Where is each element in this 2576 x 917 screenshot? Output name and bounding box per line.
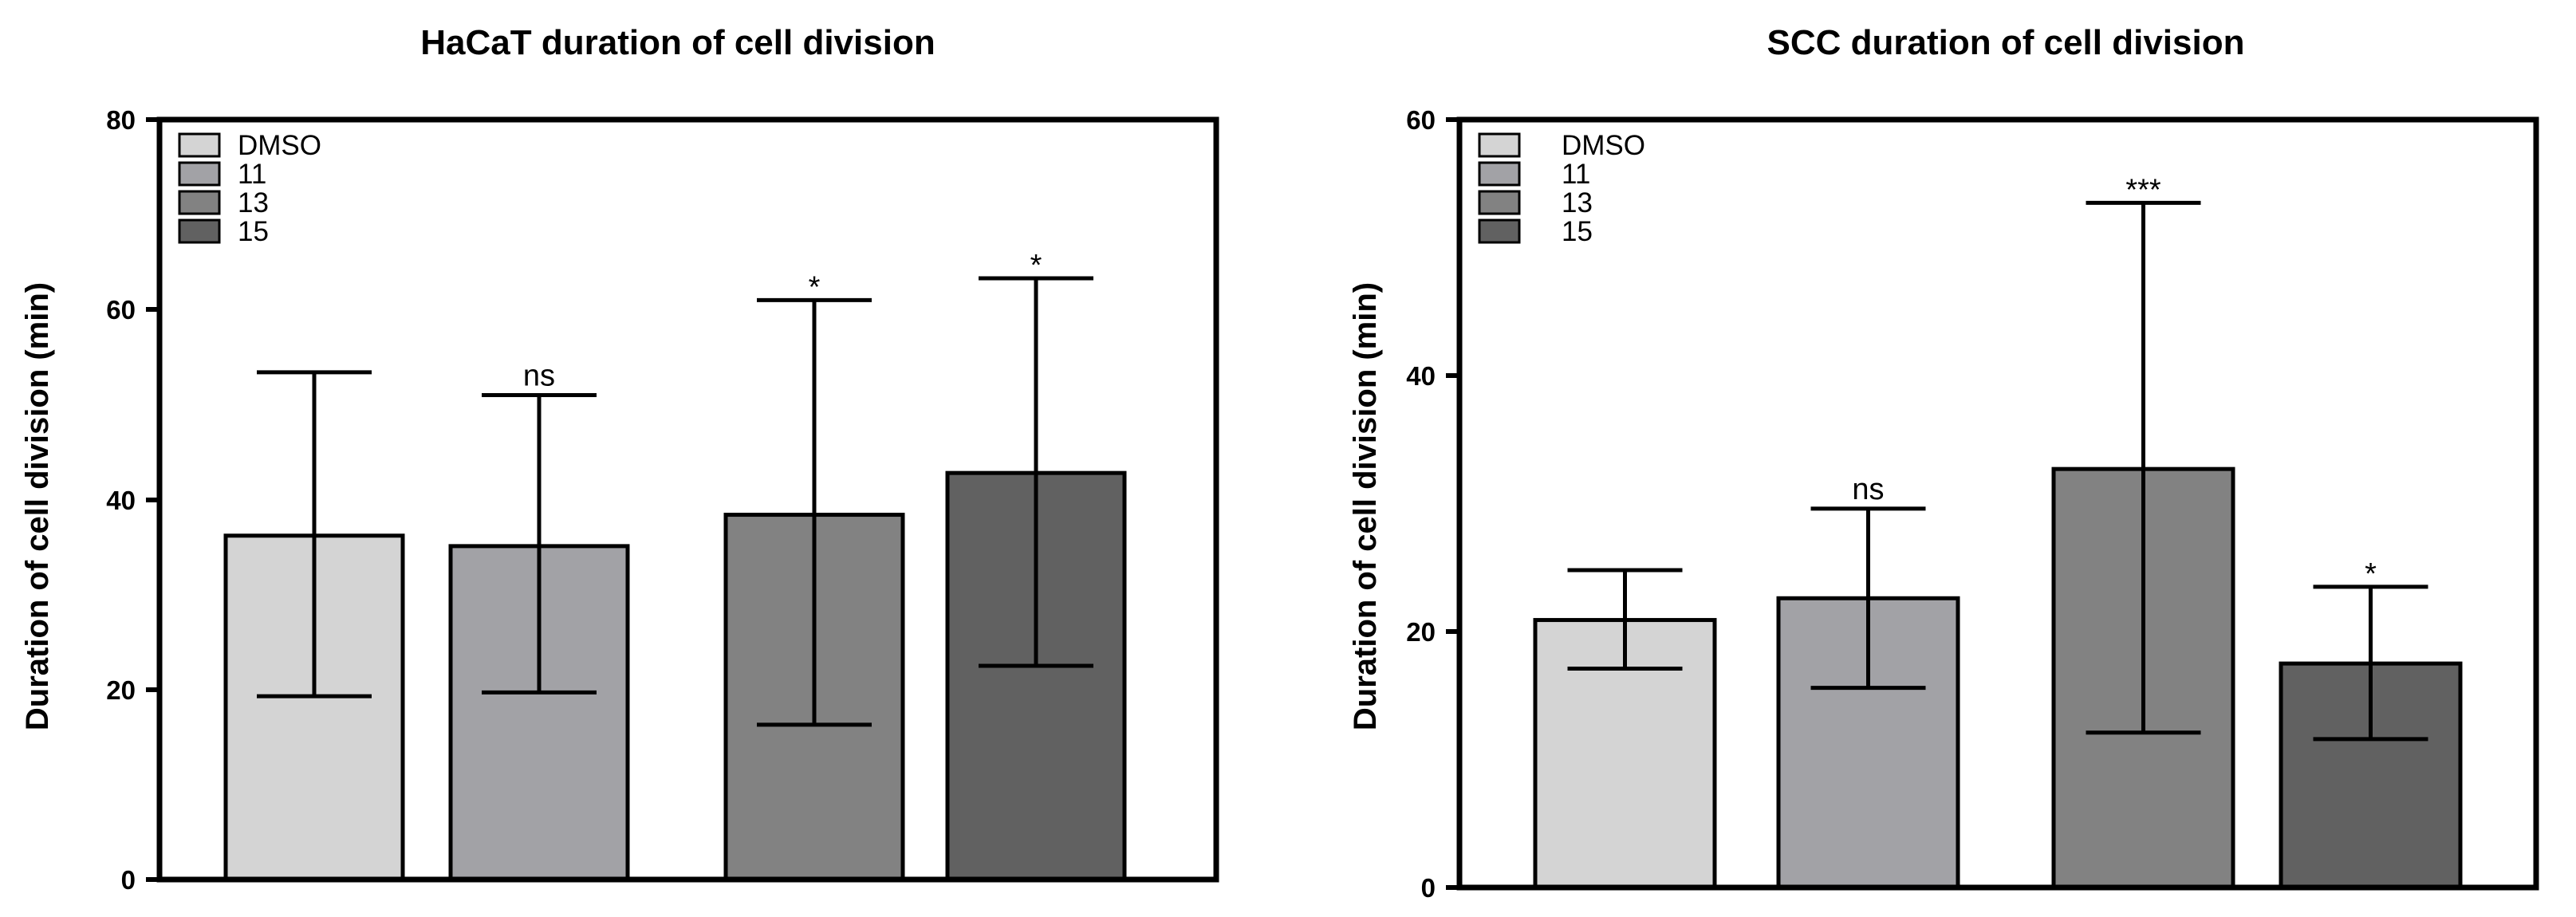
y-axis-label: Duration of cell division (min) [20,282,55,730]
legend-label: 13 [238,187,269,218]
panel-hacat: HaCaT duration of cell division Duration… [20,23,1219,895]
chart-title: HaCaT duration of cell division [420,23,935,62]
legend-swatch-13 [1478,190,1521,215]
error-bar-group [257,276,1093,727]
error-bar-group [1567,200,2428,742]
annotation-group: ns**** [1852,173,2377,591]
significance-label: ns [523,359,555,392]
significance-label: * [809,270,821,304]
legend-swatch-11 [178,161,221,187]
legend-label: 15 [238,216,269,247]
significance-label: * [1030,249,1042,282]
y-tick-label: 20 [1406,617,1436,647]
y-axis-ticks: 0 20 40 60 [1406,105,1459,903]
annotation-group: ns * * [523,249,1042,393]
legend: DMSO 11 13 15 [178,130,321,247]
legend-swatch-15 [1478,218,1521,244]
y-tick-label: 40 [106,486,136,515]
bar-group [1533,466,2463,890]
legend-swatch-11 [1478,161,1521,187]
bar-15 [945,470,1127,882]
legend-label: 11 [1562,159,1590,190]
plot-frame [156,116,1219,883]
y-axis-ticks: 0 20 40 60 80 [106,105,160,895]
legend-label: 13 [1562,187,1593,218]
significance-label: * [2365,557,2377,591]
legend-label: 11 [238,159,266,190]
y-tick-label: 60 [106,295,136,325]
legend-swatch-13 [178,190,221,215]
legend-label: 15 [1562,216,1593,247]
legend-swatch-15 [178,218,221,244]
legend-label: DMSO [238,130,321,161]
y-axis-label: Duration of cell division (min) [1348,282,1383,730]
y-tick-label: 0 [1421,873,1436,903]
legend-swatch-dmso [178,132,221,158]
legend-label: DMSO [1562,130,1645,161]
chart-title: SCC duration of cell division [1767,23,2245,62]
significance-label: ns [1852,473,1884,506]
y-tick-label: 80 [106,105,136,135]
legend-swatch-dmso [1478,132,1521,158]
y-tick-label: 0 [121,865,136,895]
significance-label: *** [2125,173,2161,207]
panel-scc: SCC duration of cell division Duration o… [1348,23,2539,903]
y-tick-label: 60 [1406,105,1436,135]
y-tick-label: 20 [106,675,136,705]
bar-group [223,470,1127,882]
y-tick-label: 40 [1406,361,1436,391]
legend: DMSO 11 13 15 [1478,130,1645,247]
